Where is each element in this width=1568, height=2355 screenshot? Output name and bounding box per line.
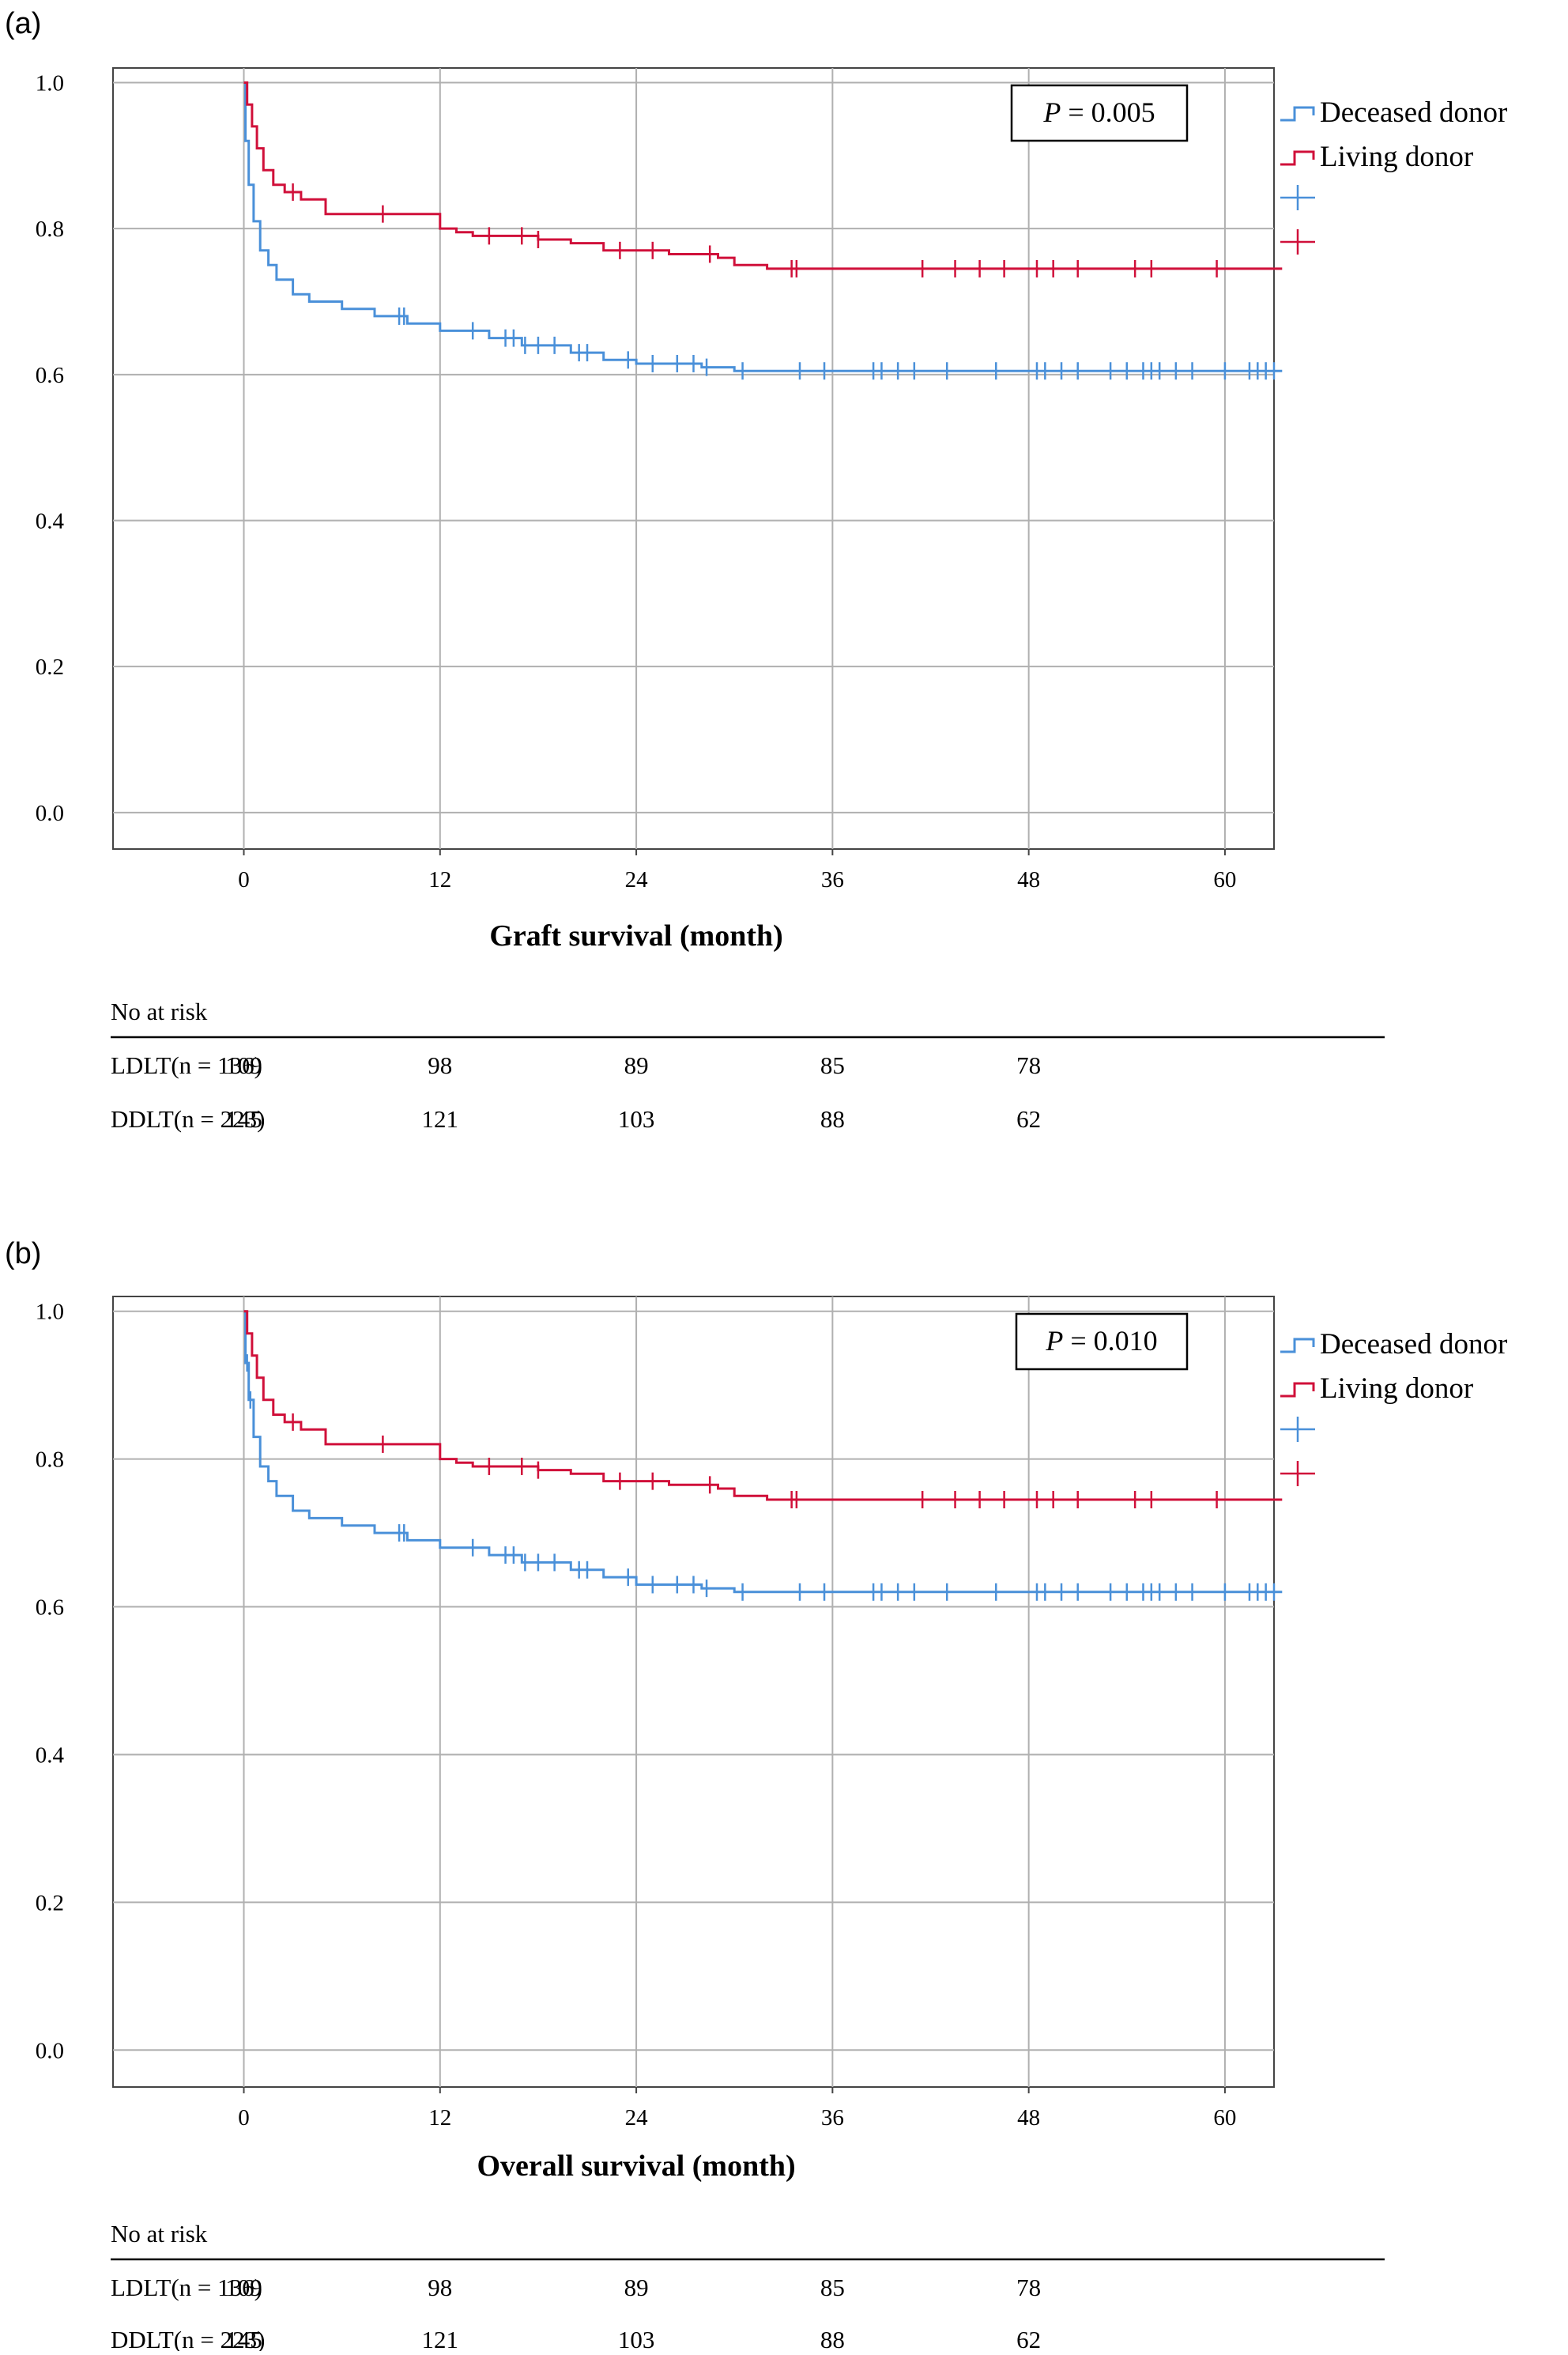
legend-step-symbol-living-donor (1280, 1382, 1315, 1398)
p-value-symbol: P (1042, 96, 1061, 128)
y-tick-label: 0.8 (36, 217, 64, 242)
legend-label-living-donor: Living donor (1320, 1372, 1473, 1405)
x-tick-label: 48 (1017, 2105, 1040, 2130)
panel-label: (b) (5, 1237, 41, 1270)
x-tick-label: 12 (428, 2105, 451, 2130)
x-tick-label: 36 (821, 2105, 844, 2130)
risk-row-value: 88 (820, 2326, 845, 2351)
x-tick-label: 24 (625, 867, 649, 893)
p-value-number: = 0.005 (1061, 96, 1155, 128)
risk-row-value: 103 (618, 2326, 655, 2351)
y-tick-label: 1.0 (36, 1300, 64, 1325)
y-tick-label: 0.6 (36, 1595, 64, 1621)
risk-row-label: DDLT(n = 223) (111, 2326, 265, 2351)
risk-row-value: 85 (820, 1051, 845, 1079)
p-value-box (1010, 84, 1189, 142)
y-tick-label: 0.0 (36, 801, 64, 826)
legend-label-deceased-donor: Deceased donor (1320, 96, 1507, 129)
risk-row-value: 89 (624, 1051, 649, 1079)
legend-step-symbol-living-donor (1280, 150, 1315, 166)
plot-frame (112, 1296, 1275, 2088)
x-tick-label: 12 (428, 867, 451, 893)
risk-row-value: 109 (225, 2274, 262, 2301)
risk-row-value: 62 (1016, 2326, 1041, 2351)
y-tick-label: 0.4 (36, 1742, 65, 1768)
y-tick-label: 0.4 (36, 508, 65, 534)
risk-row-value: 62 (1016, 1105, 1041, 1133)
risk-row-value: 145 (225, 2326, 262, 2351)
risk-row-value: 145 (225, 1105, 262, 1133)
risk-row-value: 121 (422, 1105, 459, 1133)
x-tick-label: 48 (1017, 867, 1040, 893)
risk-row-value: 85 (820, 2274, 845, 2301)
risk-row-value: 109 (225, 1051, 262, 1079)
plot-frame (112, 67, 1275, 850)
p-value-box (1015, 1312, 1189, 1371)
legend-step-symbol-deceased-donor (1280, 1338, 1315, 1353)
x-tick-label: 24 (625, 2105, 649, 2130)
p-value-symbol: P (1045, 1325, 1063, 1357)
y-tick-label: 1.0 (36, 70, 64, 96)
x-tick-label: 0 (238, 2105, 250, 2130)
risk-table-header: No at risk (111, 2220, 208, 2247)
risk-row-label: LDLT(n = 136) (111, 2274, 262, 2301)
risk-row-value: 78 (1016, 1051, 1041, 1079)
risk-table-header: No at risk (111, 998, 208, 1025)
legend-step-symbol-deceased-donor (1280, 106, 1315, 122)
y-tick-label: 0.8 (36, 1447, 64, 1473)
y-tick-label: 0.0 (36, 2038, 64, 2063)
survival-curve-deceased-donor (243, 1310, 1283, 1594)
x-tick-label: 36 (821, 867, 844, 893)
risk-row-value: 98 (428, 1051, 452, 1079)
y-tick-label: 0.2 (36, 655, 64, 680)
risk-row-value: 89 (624, 2274, 649, 2301)
x-tick-label: 0 (238, 867, 250, 893)
legend-label-deceased-donor: Deceased donor (1320, 1328, 1507, 1361)
p-value-number: = 0.010 (1063, 1325, 1157, 1357)
risk-row-value: 78 (1016, 2274, 1041, 2301)
panel-label: (a) (5, 7, 41, 40)
km-panel-b: (b) 0 12 24 36 48 60 0.0 0.2 0.4 0.6 0.8 1.0 Overall … (5, 1237, 1507, 2353)
p-value-text: P = 0.010 (1045, 1325, 1157, 1357)
km-panel-a: (a) 0 12 24 36 48 60 0.0 0.2 0.4 0.6 0.8 1.0 Graft su… (5, 7, 1507, 1133)
x-tick-label: 60 (1213, 2105, 1236, 2130)
p-value-text: P = 0.005 (1042, 96, 1155, 128)
x-tick-label: 60 (1213, 867, 1236, 893)
y-tick-label: 0.6 (36, 363, 64, 388)
legend-label-living-donor: Living donor (1320, 141, 1473, 173)
risk-row-label: DDLT(n = 223) (111, 1105, 265, 1133)
risk-row-label: LDLT(n = 136) (111, 1051, 262, 1079)
survival-curve-deceased-donor (243, 81, 1283, 372)
risk-row-value: 121 (422, 2326, 459, 2351)
risk-row-value: 103 (618, 1105, 655, 1133)
risk-row-value: 98 (428, 2274, 452, 2301)
x-axis-title: Overall survival (month) (477, 2149, 795, 2183)
risk-row-value: 88 (820, 1105, 845, 1133)
y-tick-label: 0.2 (36, 1890, 64, 1915)
x-axis-title: Graft survival (month) (489, 919, 783, 953)
